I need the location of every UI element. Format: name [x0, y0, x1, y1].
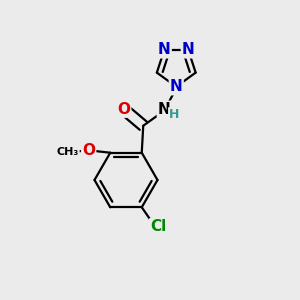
Text: N: N	[158, 42, 171, 57]
Text: CH₃: CH₃	[56, 147, 79, 157]
Text: H: H	[169, 108, 179, 121]
Text: N: N	[158, 102, 171, 117]
Text: Cl: Cl	[150, 219, 166, 234]
Text: O: O	[117, 102, 130, 117]
Text: O: O	[82, 143, 95, 158]
Text: N: N	[182, 42, 195, 57]
Text: N: N	[170, 79, 183, 94]
